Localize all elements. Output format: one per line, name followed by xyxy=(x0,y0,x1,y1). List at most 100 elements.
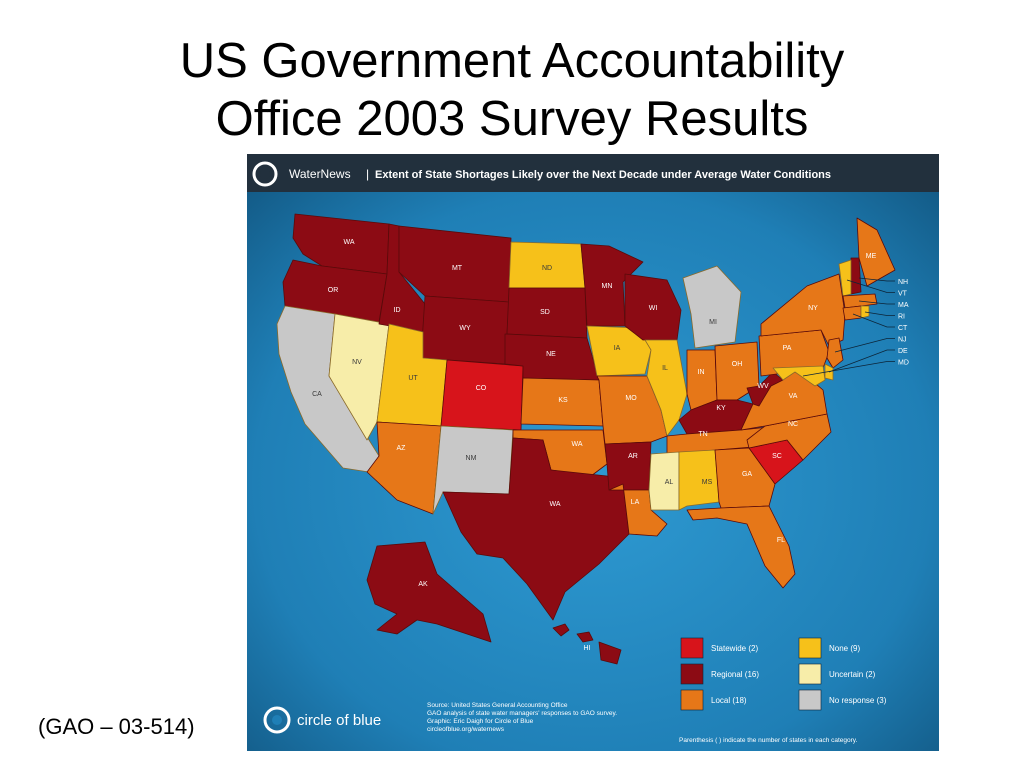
state-shapes xyxy=(276,213,896,665)
legend-label: None (9) xyxy=(829,644,860,653)
callout-line xyxy=(858,277,895,282)
state-label-ne: NE xyxy=(546,351,556,358)
callout-label-ct: CT xyxy=(898,325,908,332)
state-label-ak: AK xyxy=(418,581,428,588)
legend-label: Regional (16) xyxy=(711,670,759,679)
state-label-me: ME xyxy=(866,253,877,260)
circle-of-blue-footer-logo-icon xyxy=(263,706,291,734)
state-ar xyxy=(604,441,652,491)
map-legend: Parenthesis ( ) indicate the number of s… xyxy=(679,637,887,744)
state-label-nv: NV xyxy=(352,359,362,366)
legend-swatch xyxy=(798,637,822,659)
callout-label-ma: MA xyxy=(898,302,909,309)
state-label-nm: NM xyxy=(466,455,477,462)
state-label-hi: HI xyxy=(584,645,591,652)
source-lines: Source: United States General Accounting… xyxy=(427,702,617,733)
state-label-il: IL xyxy=(662,365,668,372)
legend-note: Parenthesis ( ) indicate the number of s… xyxy=(679,737,858,744)
state-label-va: VA xyxy=(789,393,798,400)
state-label-pa: PA xyxy=(783,345,792,352)
state-label-ar: AR xyxy=(628,453,638,460)
state-hi xyxy=(552,623,622,665)
northeast-callouts: NH VT MA RI CT NJ DE MD xyxy=(802,277,909,377)
state-ny xyxy=(760,273,846,347)
callout-line xyxy=(852,313,895,328)
state-label-sd: SD xyxy=(540,309,550,316)
legend-label: Uncertain (2) xyxy=(829,670,876,679)
map-heading: Extent of State Shortages Likely over th… xyxy=(375,169,831,181)
state-label-mn: MN xyxy=(602,283,613,290)
callout-label-ri: RI xyxy=(898,314,905,321)
legend-swatch xyxy=(798,689,822,711)
slide-title: US Government Accountability Office 2003… xyxy=(0,32,1024,148)
state-label-in: IN xyxy=(698,369,705,376)
legend-swatch xyxy=(680,663,704,685)
state-label-ca: CA xyxy=(312,391,322,398)
citation: (GAO – 03-514) xyxy=(38,714,195,739)
state-label-wa: WA xyxy=(343,239,354,246)
state-in xyxy=(686,349,718,411)
map-footer: circle of blue Source: United States Gen… xyxy=(263,702,617,734)
state-md xyxy=(772,365,826,387)
callout-label-md: MD xyxy=(898,360,909,367)
source-line: circleofblue.org/waternews xyxy=(427,726,505,733)
state-label-fl: FL xyxy=(777,537,785,544)
state-mi xyxy=(682,265,742,349)
source-line: Source: United States General Accounting… xyxy=(427,702,568,709)
state-label-ms: MS xyxy=(702,479,713,486)
state-ct xyxy=(842,305,862,321)
state-label-la: LA xyxy=(631,499,640,506)
state-ak xyxy=(366,541,492,643)
callout-label-nj: NJ xyxy=(898,337,907,344)
state-label-id: ID xyxy=(394,307,401,314)
state-label-wv: WV xyxy=(757,383,769,390)
state-label-ia: IA xyxy=(614,345,621,352)
state-label-tn: TN xyxy=(698,431,707,438)
state-label-ny: NY xyxy=(808,305,818,312)
state-label-ok: WA xyxy=(571,441,582,448)
state-label-mo: MO xyxy=(625,395,637,402)
state-vt xyxy=(838,259,852,297)
callout-line xyxy=(864,311,895,316)
map-brand: WaterNews xyxy=(289,167,351,181)
callout-label-de: DE xyxy=(898,348,908,355)
callout-line xyxy=(834,338,895,353)
state-label-wy: WY xyxy=(459,325,471,332)
callout-line xyxy=(858,300,895,305)
water-shortage-map: WaterNews | Extent of State Shortages Li… xyxy=(247,154,939,751)
state-me xyxy=(856,217,896,287)
state-al xyxy=(678,449,720,511)
slide-title-line-2: Office 2003 Survey Results xyxy=(215,92,809,146)
state-mn xyxy=(580,243,644,327)
state-label-ks: KS xyxy=(558,397,568,404)
state-label-oh: OH xyxy=(732,361,743,368)
circle-of-blue-logo-icon xyxy=(252,161,278,187)
legend-label: Statewide (2) xyxy=(711,644,758,653)
slide-title-line-1: US Government Accountability xyxy=(179,34,845,88)
map-header: WaterNews | Extent of State Shortages Li… xyxy=(247,154,939,192)
state-label-tx: WA xyxy=(549,501,560,508)
callout-label-vt: VT xyxy=(898,291,908,298)
callout-label-nh: NH xyxy=(898,279,908,286)
state-label-nd: ND xyxy=(542,265,552,272)
legend-label: No response (3) xyxy=(829,696,887,705)
footer-brand: circle of blue xyxy=(297,712,381,729)
source-line: Graphic: Eric Daigh for Circle of Blue xyxy=(427,718,534,725)
state-ms xyxy=(648,451,680,511)
state-label-ut: UT xyxy=(408,375,418,382)
state-fl xyxy=(686,505,796,589)
state-label-nc: NC xyxy=(788,421,798,428)
state-label-al: AL xyxy=(665,479,674,486)
callout-line xyxy=(846,279,895,293)
state-label-az: AZ xyxy=(397,445,407,452)
state-label-co: CO xyxy=(476,385,487,392)
state-label-mt: MT xyxy=(452,265,463,272)
state-co xyxy=(440,359,524,431)
state-oh xyxy=(714,341,760,401)
state-tx xyxy=(442,437,630,621)
legend-label: Local (18) xyxy=(711,696,747,705)
source-line: GAO analysis of state water managers' re… xyxy=(427,710,617,717)
map-header-separator: | xyxy=(366,167,369,181)
callout-line xyxy=(802,361,895,377)
state-wv xyxy=(746,371,784,407)
